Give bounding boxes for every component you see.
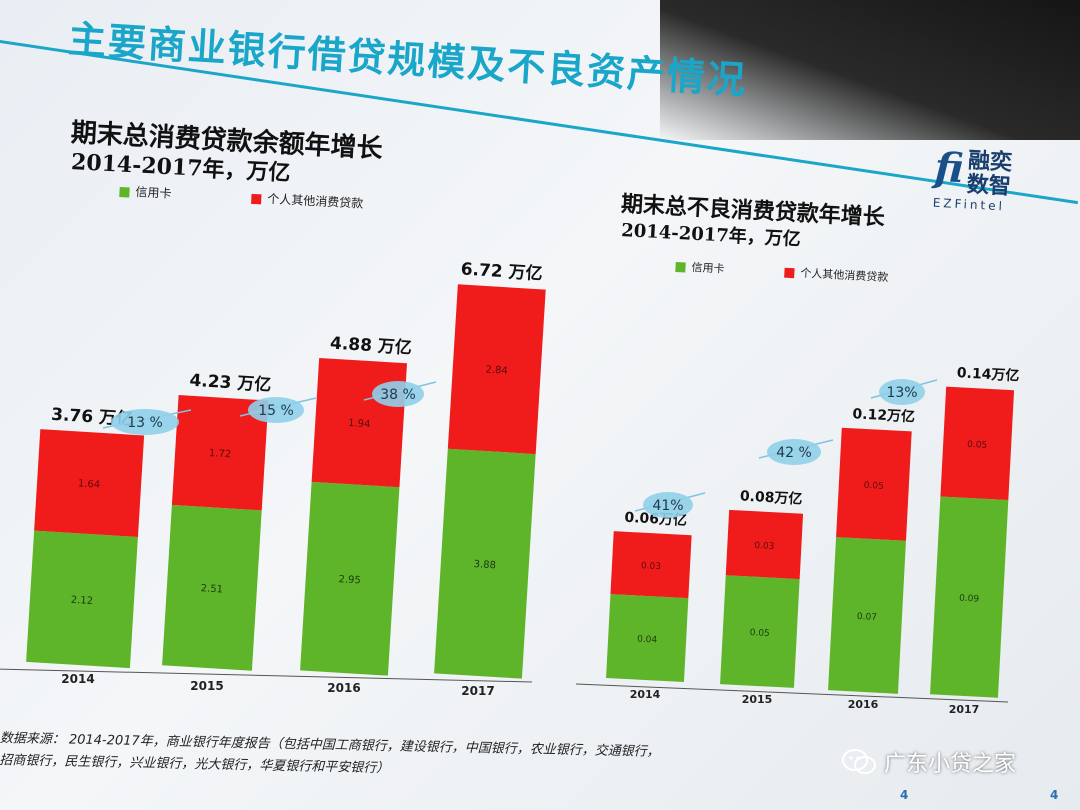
- bar-credit-card: [828, 537, 906, 694]
- data-label: 2.12: [70, 595, 93, 607]
- bar-other-consumer-loans: [940, 386, 1015, 501]
- bar-group: 2.51 1.72 4.23 万亿: [162, 370, 272, 671]
- data-label: 1.94: [348, 418, 371, 430]
- total-label: 4.88 万亿: [329, 333, 412, 359]
- bar-other-consumer-loans: [610, 531, 692, 599]
- growth-bubble: [643, 492, 693, 518]
- wechat-icon: [842, 749, 876, 774]
- total-label: 0.08万亿: [739, 487, 802, 507]
- bar-group: 3.88 2.84 6.72 万亿: [434, 258, 546, 679]
- x-tick-label: 2017: [949, 703, 980, 716]
- total-label: 0.12万亿: [852, 405, 915, 425]
- data-label: 3.88: [473, 559, 496, 571]
- chart-2-plot: 0.040.030.06万亿20140.050.030.08万亿20150.07…: [575, 364, 1020, 716]
- bar-credit-card: [434, 448, 536, 679]
- growth-label: 15 %: [258, 403, 294, 419]
- growth-bubble: [372, 381, 424, 407]
- growth-label: 13%: [886, 385, 917, 401]
- bar-group: 0.07 0.05 0.12万亿: [828, 405, 915, 694]
- x-tick-label: 2015: [742, 693, 773, 706]
- x-tick-label: 2014: [61, 672, 94, 686]
- bar-group: 2.121.643.76 万亿: [26, 404, 145, 669]
- background-shadow: [660, 0, 1080, 140]
- bar-group: 0.09 0.05 0.14万亿: [930, 364, 1020, 698]
- growth-label: 41%: [652, 498, 683, 514]
- data-label: 2.51: [200, 583, 223, 595]
- bar-credit-card: [720, 575, 800, 688]
- bar-credit-card: [930, 496, 1009, 698]
- bar-credit-card: [162, 504, 262, 671]
- bar-other-consumer-loans: [171, 395, 269, 511]
- bar-group: 0.05 0.03 0.08万亿: [720, 487, 804, 688]
- total-label: 0.14万亿: [956, 364, 1019, 384]
- x-tick-label: 2014: [630, 688, 661, 701]
- bar-credit-card: [26, 530, 138, 669]
- bar-other-consumer-loans: [725, 509, 804, 580]
- bar-other-consumer-loans: [447, 284, 546, 455]
- page-number: 4: [1050, 788, 1059, 802]
- wechat-watermark: 广东小贷之家: [842, 746, 1016, 778]
- watermark-text: 广东小贷之家: [884, 752, 1017, 777]
- x-tick-label: 2016: [327, 681, 360, 695]
- page-number: 4: [900, 788, 909, 802]
- bar-other-consumer-loans: [34, 429, 145, 537]
- growth-bubble: [111, 409, 179, 435]
- bar-other-consumer-loans: [836, 427, 912, 541]
- data-label: 2.84: [485, 365, 508, 377]
- x-tick-label: 2017: [461, 684, 494, 698]
- data-label: 0.03: [754, 541, 775, 552]
- data-label: 0.04: [637, 635, 658, 646]
- bar-group: 0.040.030.06万亿: [606, 509, 692, 683]
- data-label: 1.64: [78, 478, 101, 490]
- growth-label: 38 %: [380, 387, 416, 403]
- x-tick-label: 2016: [848, 698, 879, 711]
- growth-bubble: [248, 397, 304, 423]
- x-axis-line: [0, 668, 533, 683]
- data-label: 2.95: [338, 574, 361, 586]
- bar-credit-card: [300, 481, 400, 676]
- growth-bubble: [879, 379, 925, 405]
- data-label: 0.09: [959, 594, 980, 605]
- data-label: 0.05: [749, 628, 770, 639]
- data-label: 0.03: [641, 561, 662, 572]
- growth-label: 42 %: [776, 445, 812, 461]
- total-label: 4.23 万亿: [189, 370, 272, 396]
- x-axis-line: [575, 683, 1009, 703]
- data-label: 0.05: [864, 481, 885, 492]
- data-label: 1.72: [209, 448, 232, 460]
- data-label: 0.05: [967, 440, 988, 451]
- data-label: 0.07: [857, 612, 878, 623]
- total-label: 6.72 万亿: [460, 258, 543, 284]
- growth-bubble: [767, 439, 821, 465]
- growth-label: 13 %: [127, 415, 163, 431]
- bar-credit-card: [606, 594, 689, 683]
- x-tick-label: 2015: [190, 679, 223, 693]
